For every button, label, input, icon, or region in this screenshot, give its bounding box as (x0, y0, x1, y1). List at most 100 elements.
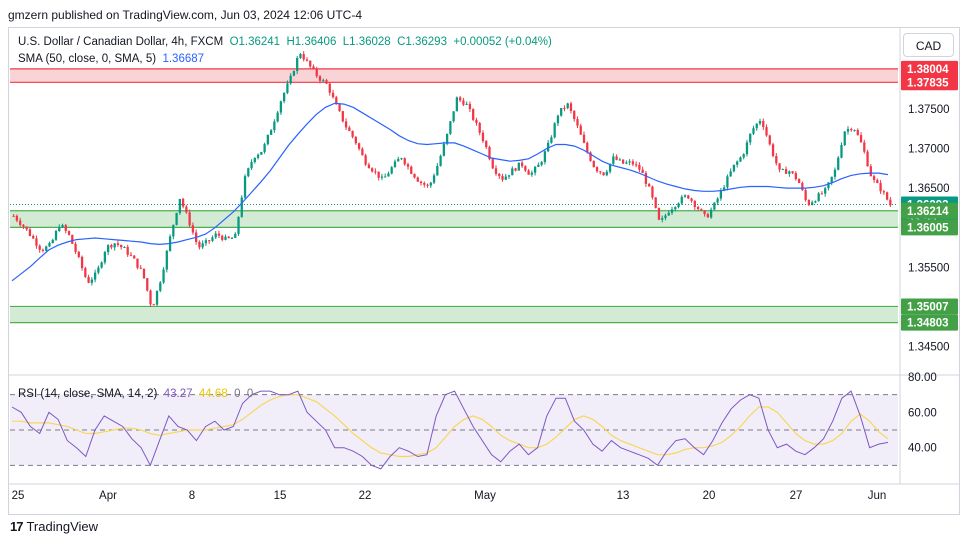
candle-body (739, 157, 742, 162)
candle-body (569, 103, 573, 112)
candle-body (58, 227, 61, 232)
candle-body (142, 268, 146, 279)
candle-body (723, 187, 726, 191)
candle-body (530, 172, 533, 175)
rsi-tick-label: 40.00 (908, 443, 937, 455)
candle-body (162, 269, 165, 283)
candle-body (726, 176, 729, 188)
candle-body (116, 243, 120, 245)
candle-body (256, 154, 260, 158)
candle-body (90, 279, 93, 283)
rsi-legend[interactable]: RSI (14, close, SMA, 14, 2) 43.27 44.68 … (18, 388, 253, 400)
candle-body (850, 129, 853, 131)
candle-body (175, 212, 178, 225)
candle-body (423, 183, 426, 185)
candle-body (185, 206, 188, 213)
candle-body (664, 215, 667, 219)
candle-body (364, 155, 367, 165)
candle-body (260, 152, 263, 155)
candle-body (501, 176, 504, 180)
candle-body (820, 193, 824, 195)
candle-body (690, 198, 693, 201)
candle-body (745, 142, 749, 155)
candle-body (208, 240, 211, 242)
candle-body (410, 166, 413, 174)
candle-body (400, 158, 403, 160)
resistance-price-badge (901, 60, 958, 77)
sma-legend[interactable]: SMA (50, close, 0, SMA, 5) 1.36687 (18, 53, 204, 65)
candle-body (706, 214, 709, 218)
candle-body (762, 121, 765, 128)
candle-body (80, 256, 84, 269)
candle-body (129, 254, 133, 256)
candle-body (64, 225, 67, 231)
rsi-ma-line (12, 394, 889, 458)
candle-body (784, 169, 788, 174)
candle-body (514, 168, 517, 171)
candle-body (61, 225, 64, 228)
candle-body (635, 164, 638, 166)
candle-body (201, 243, 204, 248)
candle-body (217, 233, 221, 236)
candle-body (139, 267, 142, 269)
candle-body (709, 209, 713, 218)
candle-body (547, 142, 550, 152)
candle-body (159, 282, 162, 291)
candle-body (149, 290, 152, 305)
candle-body (113, 243, 116, 248)
candle-body (397, 159, 400, 162)
candle-body (615, 156, 618, 160)
currency-button[interactable]: CAD (903, 33, 954, 57)
candle-body (123, 247, 126, 249)
resistance-zone (10, 68, 898, 83)
candle-body (455, 97, 459, 112)
support-price-label: 1.36214 (907, 206, 949, 218)
candle-body (273, 121, 276, 131)
candle-body (716, 198, 719, 203)
candle-body (77, 251, 80, 257)
candle-body (641, 169, 644, 173)
candle-body (540, 162, 543, 165)
symbol-name[interactable]: U.S. Dollar / Canadian Dollar, 4h, FXCM (18, 36, 224, 48)
candle-body (719, 190, 723, 199)
candle-body (781, 169, 784, 171)
support-price-label: 1.35007 (907, 301, 949, 313)
candle-body (618, 159, 621, 161)
time-tick-label: Apr (99, 490, 117, 502)
candle-body (736, 161, 739, 165)
candle-body (211, 237, 214, 241)
candle-body (879, 183, 882, 192)
time-tick-label: 13 (617, 490, 630, 502)
rsi-tick-label: 80.00 (908, 372, 937, 384)
candle-body (87, 277, 90, 283)
time-tick-label: Jun (868, 490, 887, 502)
time-tick-label: 25 (12, 490, 25, 502)
candle-body (318, 76, 322, 81)
candle-body (302, 54, 305, 60)
candle-body (576, 119, 579, 126)
candle-body (628, 161, 631, 163)
candle-body (791, 171, 794, 174)
candle-body (84, 268, 87, 278)
candle-body (729, 171, 732, 177)
candle-body (859, 135, 863, 143)
candle-body (527, 170, 530, 175)
candle-body (833, 169, 837, 177)
candle-body (827, 182, 830, 189)
candle-body (442, 143, 445, 156)
price-tick-label: 1.37500 (908, 104, 950, 116)
candle-body (648, 183, 651, 187)
candle-body (465, 103, 468, 105)
candle-body (696, 206, 700, 210)
candle-body (269, 130, 273, 135)
candle-body (253, 157, 256, 163)
candle-body (752, 128, 755, 134)
candle-body (384, 176, 387, 178)
rsi-line (11, 390, 889, 470)
candle-body (582, 134, 586, 143)
candle-body (563, 107, 566, 109)
chart-frame (8, 27, 960, 515)
candle-body (732, 164, 736, 172)
candle-body (788, 171, 791, 174)
